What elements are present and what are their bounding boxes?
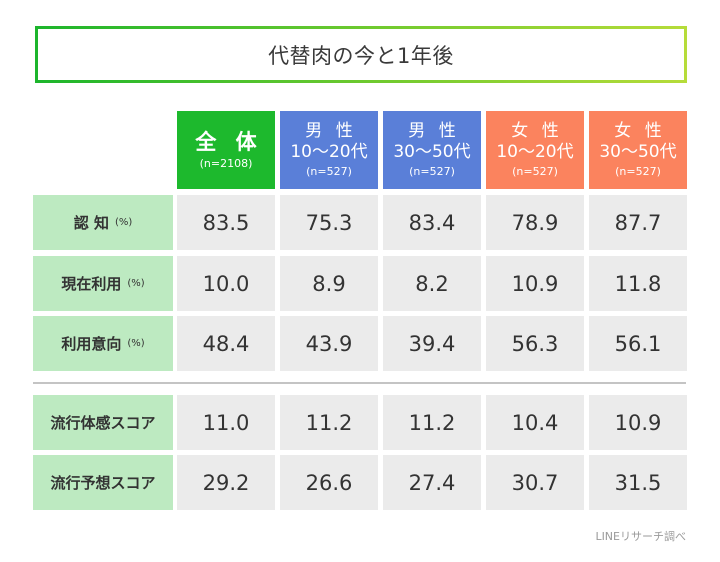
table-cell: 10.9 — [589, 395, 687, 450]
row-label-awareness: 認 知 (%) — [33, 195, 173, 250]
table-cell: 78.9 — [486, 195, 584, 250]
row-label-intent: 利用意向 (%) — [33, 316, 173, 371]
title-frame: 代替肉の今と1年後 — [35, 26, 687, 83]
table-cell: 11.2 — [280, 395, 378, 450]
table-cell: 87.7 — [589, 195, 687, 250]
table-cell: 8.9 — [280, 256, 378, 311]
row-label-unit: (%) — [127, 338, 145, 349]
column-header-sample-size: (n=527) — [512, 165, 558, 178]
page-title: 代替肉の今と1年後 — [268, 43, 454, 68]
column-header-gender: 女 性 — [511, 121, 563, 141]
table-cell: 11.0 — [177, 395, 275, 450]
column-header-total: 全 体 (n=2108) — [177, 111, 275, 189]
row-label-unit: (%) — [114, 217, 133, 228]
table-cell: 26.6 — [280, 455, 378, 510]
table-cell: 75.3 — [280, 195, 378, 250]
column-header-age: 30〜50代 — [393, 142, 471, 162]
row-label-text: 現在利用 — [61, 275, 122, 293]
table-cell: 83.5 — [177, 195, 275, 250]
table-cell: 30.7 — [486, 455, 584, 510]
table-cell: 10.0 — [177, 256, 275, 311]
table-cell: 31.5 — [589, 455, 687, 510]
row-label-trend-feeling-score: 流行体感スコア — [33, 395, 173, 450]
table-cell: 10.4 — [486, 395, 584, 450]
row-label-text: 流行予想スコア — [50, 474, 156, 492]
column-header-age: 30〜50代 — [599, 142, 677, 162]
column-header-age: 10〜20代 — [496, 142, 574, 162]
column-header-sample-size: (n=527) — [306, 165, 352, 178]
table-cell: 39.4 — [383, 316, 481, 371]
column-header-gender: 男 性 — [408, 121, 460, 141]
row-label-text: 流行体感スコア — [50, 414, 156, 432]
column-header-gender: 男 性 — [305, 121, 357, 141]
column-header-sample-size: (n=527) — [409, 165, 455, 178]
column-header-label: 全 体 — [195, 130, 263, 154]
table-cell: 43.9 — [280, 316, 378, 371]
table-cell: 29.2 — [177, 455, 275, 510]
table-cell: 11.8 — [589, 256, 687, 311]
column-header-gender: 女 性 — [614, 121, 666, 141]
table-cell: 27.4 — [383, 455, 481, 510]
column-header-male-30-50: 男 性 30〜50代 (n=527) — [383, 111, 481, 189]
source-credit: LINEリサーチ調べ — [595, 530, 686, 543]
table-cell: 56.1 — [589, 316, 687, 371]
table-cell: 11.2 — [383, 395, 481, 450]
row-label-text: 利用意向 — [61, 335, 122, 353]
column-header-sample-size: (n=527) — [615, 165, 661, 178]
table-cell: 8.2 — [383, 256, 481, 311]
column-header-female-30-50: 女 性 30〜50代 (n=527) — [589, 111, 687, 189]
table-cell: 83.4 — [383, 195, 481, 250]
table-cell: 10.9 — [486, 256, 584, 311]
column-header-female-10-20: 女 性 10〜20代 (n=527) — [486, 111, 584, 189]
column-header-male-10-20: 男 性 10〜20代 (n=527) — [280, 111, 378, 189]
title-inner: 代替肉の今と1年後 — [38, 29, 684, 80]
table-cell: 48.4 — [177, 316, 275, 371]
section-divider — [33, 382, 686, 384]
row-label-unit: (%) — [127, 278, 145, 289]
column-header-age: 10〜20代 — [290, 142, 368, 162]
table-cell: 56.3 — [486, 316, 584, 371]
column-header-sample-size: (n=2108) — [199, 157, 253, 170]
row-label-trend-forecast-score: 流行予想スコア — [33, 455, 173, 510]
row-label-current-use: 現在利用 (%) — [33, 256, 173, 311]
row-label-text: 認 知 — [73, 214, 109, 232]
